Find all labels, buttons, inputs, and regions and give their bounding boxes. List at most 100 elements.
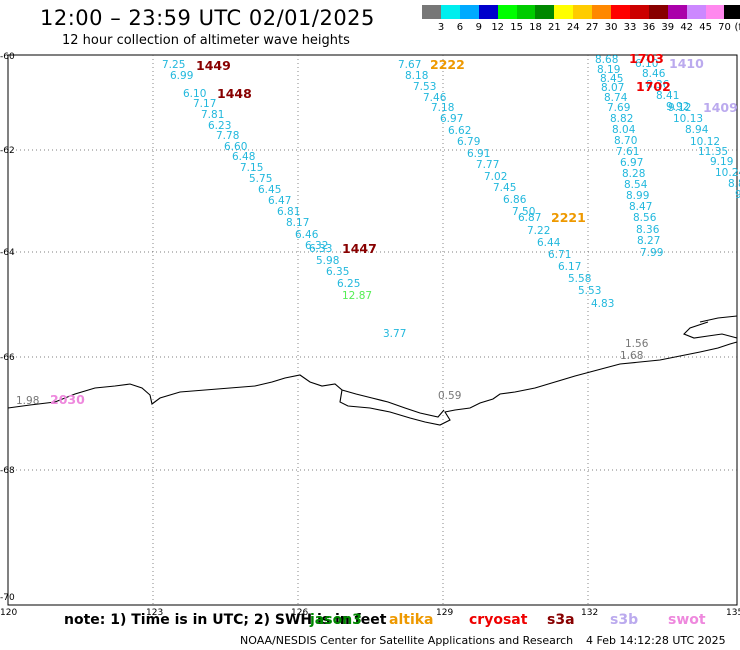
wave-height-value: 6.32: [305, 240, 328, 252]
wave-height-value: 9.19: [710, 156, 733, 168]
scale-tick-label: 21: [548, 22, 561, 33]
legend-item-altika: altika: [389, 612, 434, 628]
pass-time-label: 1447: [342, 241, 377, 256]
wave-height-value: 8.36: [646, 79, 670, 91]
scale-tick-label: 12: [491, 22, 505, 33]
wave-height-value: 6.97: [440, 113, 463, 125]
wave-height-value: 7.15: [240, 162, 263, 174]
wave-height-value: 8.8: [728, 178, 740, 190]
wave-height-value: 6.86: [503, 194, 527, 206]
pass-time-label: 1702: [636, 79, 671, 94]
wave-height-value: 5.75: [249, 173, 272, 185]
pass-time-label: 2030: [50, 392, 85, 407]
pass-time-label: 1703: [629, 51, 664, 66]
map-title: 12:00 – 23:59 UTC 02/01/2025: [40, 6, 375, 30]
wave-height-value: 6.81: [277, 206, 300, 218]
wave-height-value: 6.46: [295, 229, 319, 241]
scale-tick-label: 33: [623, 22, 637, 33]
wave-height-value: 4.83: [591, 298, 614, 310]
scale-swatch: [648, 5, 668, 19]
wave-height-value: 1.56: [625, 338, 649, 350]
pass-time-label: 1410: [669, 56, 704, 71]
scale-swatch: [686, 5, 706, 19]
scale-tick-label: 70: [718, 22, 731, 33]
latitude-label: -60: [0, 52, 15, 62]
wave-height-value: 5.58: [568, 273, 591, 285]
scale-swatch: [459, 5, 479, 19]
scale-swatch: [705, 5, 725, 19]
wave-height-value: 0.59: [438, 390, 461, 402]
wave-height-value: 7.67: [398, 59, 421, 71]
wave-height-value: 8.82: [610, 113, 633, 125]
wave-height-value: 10.24: [715, 167, 740, 179]
wave-height-value: 8.94: [685, 124, 709, 136]
wave-height-value: 10.13: [673, 113, 703, 125]
scale-tick-label: 15: [510, 22, 523, 33]
time-labels: 1449 1448 1447 2222 2221 1703 1702 1410 1409 2030: [50, 51, 738, 407]
wave-height-value: 7.17: [193, 98, 216, 110]
wave-height-value: 9: [735, 189, 740, 201]
track-values: 7.256.996.107.177.816.237.786.606.487.15…: [162, 54, 740, 310]
latitude-label: -70: [0, 593, 15, 603]
map-subtitle: 12 hour collection of altimeter wave hei…: [62, 33, 350, 48]
scale-unit-label: (ft): [734, 22, 740, 33]
wave-height-value: 6.45: [258, 184, 281, 196]
legend-item-s3b: s3b: [610, 612, 639, 628]
wave-height-value: 7.99: [640, 247, 663, 259]
pass-time-label: 2222: [430, 57, 465, 72]
wave-height-value: 7.53: [413, 81, 436, 93]
wave-height-value: 8.99: [626, 190, 649, 202]
wave-height-value: 6.10: [183, 88, 206, 100]
scale-tick-label: 24: [566, 22, 580, 33]
wave-height-value: 7.18: [431, 102, 454, 114]
wave-height-value: 7.69: [607, 102, 630, 114]
pass-time-label: 1449: [196, 58, 231, 73]
scale-swatch: [724, 5, 740, 19]
wave-height-value: 6.35: [326, 266, 349, 278]
note-text: note: 1) Time is in UTC; 2) SWH is in fe…: [64, 612, 387, 628]
longitude-label: 126: [291, 608, 308, 618]
longitude-label: 129: [436, 608, 453, 618]
map-frame: [7, 54, 738, 606]
scale-tick-label: 9: [475, 22, 482, 33]
longitude-labels: 120 123 126 129 132 135: [0, 608, 740, 618]
scale-swatch: [667, 5, 687, 19]
latitude-labels: -60 -62 -64 -66 -68 -70: [0, 52, 15, 603]
wave-height-value: 7.46: [423, 92, 447, 104]
pass-time-label: 2221: [551, 210, 586, 225]
wave-height-value: 8.18: [405, 70, 428, 82]
wave-height-value: 7.81: [201, 109, 224, 121]
wave-height-value: 8.70: [614, 135, 637, 147]
scale-tick-label: 30: [604, 22, 618, 33]
wave-height-value: 8.19: [597, 64, 620, 76]
wave-height-value: 9.12: [668, 102, 691, 114]
legend-item-jason3: jason3: [310, 612, 362, 628]
wave-height-value: 6.44: [537, 237, 561, 249]
scale-tick-label: 39: [661, 22, 675, 33]
grid-lines: [8, 55, 737, 605]
wave-height-value: 8.56: [633, 212, 657, 224]
coastline-inlet: [341, 389, 445, 418]
wave-height-value: 8.41: [656, 90, 679, 102]
coastline-islet: [683, 315, 738, 339]
legend-item-s3a: s3a: [547, 612, 575, 628]
wave-height-value: 12.87: [342, 290, 372, 302]
wave-height-value: 6.10: [635, 58, 658, 70]
wave-height-value: 8.54: [624, 179, 648, 191]
scale-tick-label: 18: [529, 22, 542, 33]
wave-height-value: 6.60: [224, 141, 247, 153]
scale-swatch: [535, 5, 555, 19]
latitude-label: -62: [0, 146, 15, 156]
wave-height-value: 8.28: [622, 168, 645, 180]
pass-time-label: 1409: [703, 100, 738, 115]
wave-height-value: 6.23: [208, 120, 231, 132]
wave-height-value: 6.91: [467, 148, 490, 160]
wave-height-value: 7.25: [162, 59, 185, 71]
wave-height-value: 6.48: [232, 151, 255, 163]
wave-height-value: 3.77: [383, 328, 406, 340]
longitude-label: 132: [581, 608, 598, 618]
wave-height-value: 6.62: [448, 125, 471, 137]
scale-swatch: [592, 5, 612, 19]
misc-values: 12.87 3.77 1.561.68 0.59 1.98: [16, 290, 649, 407]
longitude-label: 120: [0, 608, 17, 618]
